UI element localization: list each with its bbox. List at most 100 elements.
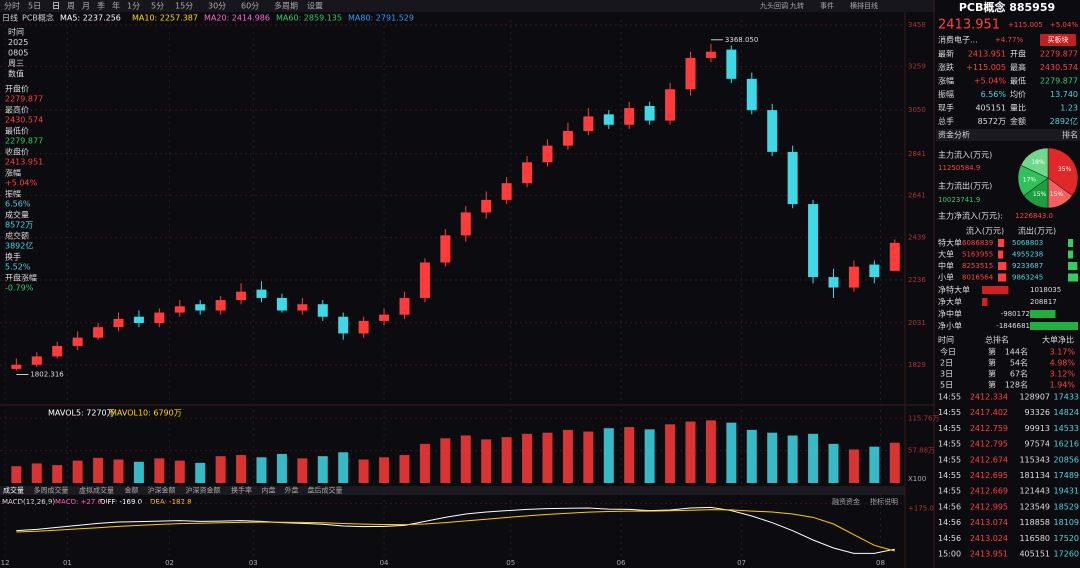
candle-body [848,266,859,288]
toolbar-tool[interactable]: 九转 [790,1,804,10]
info-time: 时间 [8,27,24,37]
indicator-tab[interactable]: 虚拟成交量 [79,486,114,495]
candle-body [93,327,104,338]
volume-legend: MAVOL10: 6790万 [110,409,182,418]
indicator-tab[interactable]: 成交量 [3,486,24,495]
buy-button[interactable]: 买板块 [1048,35,1069,44]
flow-header: 流出(万元) [1018,226,1056,236]
trade-volume: 99913 [1025,424,1050,433]
y-tick-label: 1829 [908,361,926,369]
trade-time: 14:55 [938,440,961,449]
indicator-tab[interactable]: 沪深金额 [148,486,176,495]
rank-ratio: 3.12% [1050,370,1076,379]
quote-value: 2279.877 [1040,77,1078,86]
volume-bar [93,457,104,483]
y-tick-label: 2641 [908,191,926,199]
info-time: 0805 [8,49,28,58]
trade-count: 17489 [1054,471,1079,480]
quote-label: 涨跌 [938,62,954,72]
macd-button[interactable]: 指标说明 [870,497,898,506]
toolbar-tab[interactable]: 多周期 [274,1,298,11]
candle-body [338,316,349,334]
flow-label: 大单 [938,249,954,259]
toolbar-tab[interactable]: 30分 [208,2,226,11]
info-label: 涨幅 [5,168,21,178]
trade-count: 17433 [1054,393,1079,402]
candle-body [828,277,839,288]
trade-time: 14:56 [938,534,961,543]
x-tick-label: 02 [165,559,174,567]
toolbar-tab[interactable]: 年 [112,1,120,11]
info-value: 6.56% [5,200,31,209]
volume-bar [603,428,614,483]
volume-legend: MAVOL5: 7270万 [48,409,115,418]
toolbar-tab[interactable]: 5分 [151,2,164,11]
candle-body [746,78,757,111]
fund-rank[interactable]: 排名 [1062,130,1078,140]
trade-price: 2412.334 [970,393,1008,402]
indicator-tab[interactable]: 外盘 [285,486,299,495]
toolbar-tab[interactable]: 5日 [28,2,41,11]
pie-label: 15% [1050,191,1064,198]
toolbar-tool[interactable]: 事件 [820,1,834,10]
quote-label: 量比 [1010,103,1026,113]
volume-bar [562,429,573,483]
index-name: PCB概念 [22,13,54,23]
trade-time: 14:55 [938,408,961,417]
net-bar [982,298,988,306]
toolbar-tab[interactable]: 周 [67,2,75,11]
indicator-tab[interactable]: 盘后成交量 [308,486,343,495]
rank-period: 今日 [940,347,956,357]
volume-bar [808,433,819,483]
trade-price: 2412.695 [970,471,1008,480]
toolbar-tab[interactable]: 设置 [307,1,323,11]
toolbar-tab[interactable]: 15分 [175,2,193,11]
volume-bar [481,439,492,483]
flow-out: 4955238 [1012,251,1043,259]
toolbar-tab[interactable]: 分时 [4,1,20,11]
candle-body [583,116,594,132]
fund-title: 资金分析 [938,130,970,140]
info-value: -0.79% [5,284,34,293]
quote-label: 最新 [938,49,954,59]
indicator-tab[interactable]: 多周成交量 [34,486,69,495]
y-tick-label: +175.0 [908,504,934,512]
volume-bar [31,463,42,483]
info-time: 数值 [8,69,24,79]
net-bar [1030,310,1056,318]
toolbar-tab[interactable]: 日 [52,2,60,11]
toolbar-tab[interactable]: 季 [97,1,105,11]
info-value: +5.04% [5,179,38,188]
fund-bar-bg [936,129,1080,141]
flow-header: 流入(万元) [966,226,1004,236]
toolbar-tool[interactable]: 九头回调 [760,1,788,10]
volume-bar [705,420,716,483]
net-value: 208817 [1030,298,1057,306]
macd-button[interactable]: 融资资金 [832,497,860,506]
indicator-tab[interactable]: 内盘 [262,486,276,495]
volume-bar [276,453,287,483]
candle-body [603,114,614,125]
indicator-tab[interactable]: 金额 [125,486,139,495]
ma-legend: MA80: 2791.529 [348,14,414,23]
toolbar-tab[interactable]: 1分 [127,2,140,11]
indicator-tab[interactable]: 换手率 [231,486,252,495]
trade-volume: 116580 [1019,534,1050,543]
indicator-tab[interactable]: 沪深资金额 [186,486,221,495]
volume-bar [195,462,206,483]
rank-value: 128名 [1005,380,1028,390]
quote-label: 涨幅 [938,76,954,86]
ma-legend: MA20: 2414.986 [204,14,270,23]
x-tick-label: 05 [506,559,515,567]
volume-bar [726,422,737,483]
trade-price: 2413.074 [970,518,1008,527]
rank-header: 大单净比 [1042,335,1074,345]
rank-prefix: 第 [988,358,996,368]
toolbar-tab[interactable]: 月 [82,2,90,11]
trade-count: 17520 [1054,534,1079,543]
toolbar-tool[interactable]: 横排目线 [850,1,878,10]
trade-volume: 128907 [1019,393,1050,402]
candle-body [399,297,410,315]
toolbar-tab[interactable]: 60分 [241,2,259,11]
fund-value: 10023741.9 [938,196,980,204]
